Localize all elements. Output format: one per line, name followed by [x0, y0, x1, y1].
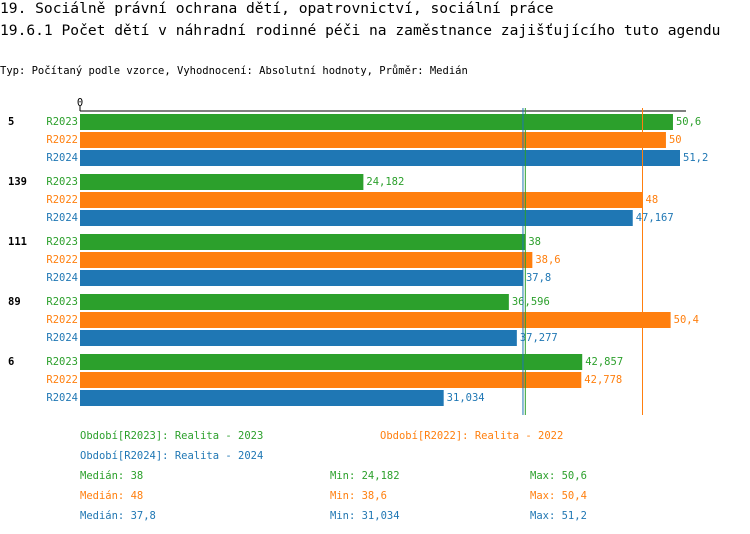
median-stat: Medián: 37,8 — [80, 510, 156, 522]
bar — [80, 192, 643, 208]
series-label: R2023 — [46, 296, 78, 308]
value-label: 38,6 — [535, 254, 560, 266]
value-label: 38 — [528, 236, 541, 248]
value-label: 24,182 — [366, 176, 404, 188]
bar — [80, 114, 673, 130]
category-label: 6 — [8, 356, 14, 368]
value-label: 47,167 — [636, 212, 674, 224]
legend-entry: Období[R2022]: Realita - 2022 — [380, 430, 563, 442]
title: 19. Sociálně právní ochrana dětí, opatro… — [0, 0, 554, 17]
series-label: R2022 — [46, 134, 78, 146]
category-label: 5 — [8, 116, 14, 128]
bar — [80, 270, 523, 286]
series-label: R2024 — [46, 152, 78, 164]
median-stat: Medián: 38 — [80, 470, 143, 482]
series-label: R2024 — [46, 212, 78, 224]
value-label: 42,778 — [584, 374, 622, 386]
value-label: 36,596 — [512, 296, 550, 308]
bar — [80, 234, 526, 250]
series-label: R2023 — [46, 236, 78, 248]
value-label: 37,277 — [520, 332, 558, 344]
value-label: 51,2 — [683, 152, 708, 164]
bar — [80, 390, 444, 406]
series-label: R2023 — [46, 176, 78, 188]
series-label: R2022 — [46, 374, 78, 386]
max-stat: Max: 50,4 — [530, 490, 587, 502]
series-label: R2023 — [46, 356, 78, 368]
bar — [80, 312, 671, 328]
series-label: R2023 — [46, 116, 78, 128]
value-label: 50,6 — [676, 116, 701, 128]
bar — [80, 354, 583, 370]
legend-entry: Období[R2023]: Realita - 2023 — [80, 430, 263, 442]
bar — [80, 252, 533, 268]
series-label: R2022 — [46, 314, 78, 326]
category-label: 111 — [8, 236, 27, 248]
subtitle: 19.6.1 Počet dětí v náhradní rodinné péč… — [0, 22, 721, 39]
series-label: R2022 — [46, 194, 78, 206]
bar — [80, 132, 666, 148]
x-tick-label: 0 — [77, 97, 83, 109]
category-label: 89 — [8, 296, 21, 308]
max-stat: Max: 50,6 — [530, 470, 587, 482]
min-stat: Min: 24,182 — [330, 470, 400, 482]
bar — [80, 150, 680, 166]
value-label: 50 — [669, 134, 682, 146]
value-label: 48 — [646, 194, 659, 206]
value-label: 31,034 — [447, 392, 485, 404]
value-label: 42,857 — [585, 356, 623, 368]
bar — [80, 294, 509, 310]
series-label: R2024 — [46, 392, 78, 404]
series-label: R2024 — [46, 332, 78, 344]
note: Typ: Počítaný podle vzorce, Vyhodnocení:… — [0, 65, 468, 77]
value-label: 37,8 — [526, 272, 551, 284]
min-stat: Min: 38,6 — [330, 490, 387, 502]
max-stat: Max: 51,2 — [530, 510, 587, 522]
bar — [80, 174, 364, 190]
bar — [80, 372, 582, 388]
series-label: R2022 — [46, 254, 78, 266]
bar — [80, 210, 633, 226]
value-label: 50,4 — [674, 314, 699, 326]
series-label: R2024 — [46, 272, 78, 284]
median-stat: Medián: 48 — [80, 490, 143, 502]
legend-entry: Období[R2024]: Realita - 2024 — [80, 450, 263, 462]
min-stat: Min: 31,034 — [330, 510, 400, 522]
category-label: 139 — [8, 176, 27, 188]
bar — [80, 330, 517, 346]
